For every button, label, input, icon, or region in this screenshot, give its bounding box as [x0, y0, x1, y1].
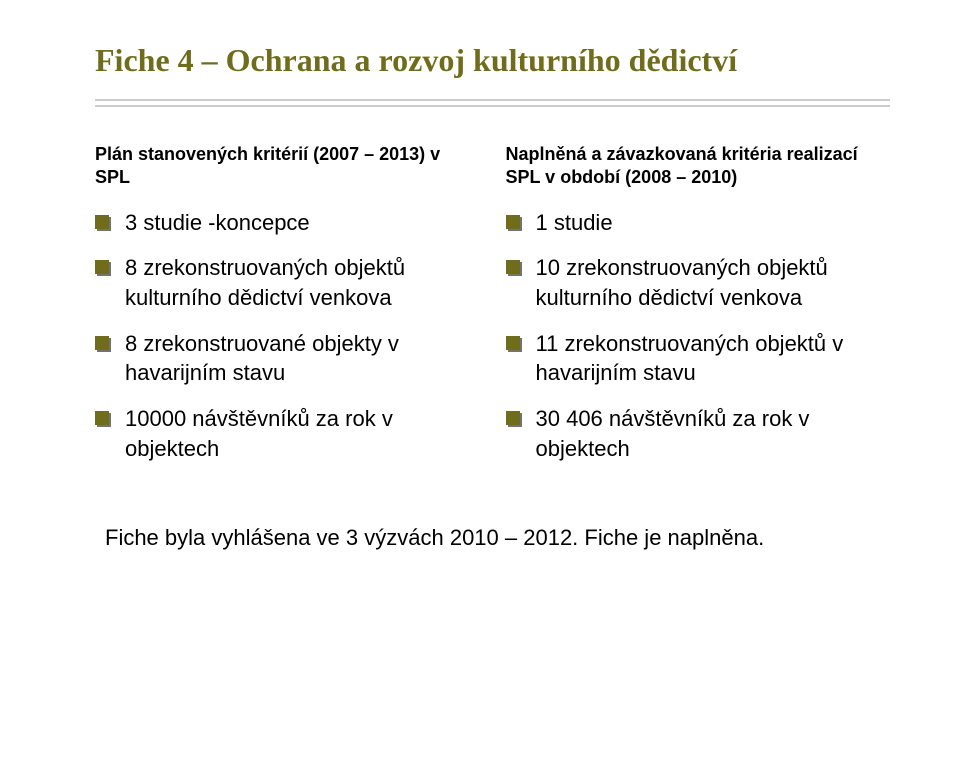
list-item: 8 zrekonstruované objekty v havarijním s…	[95, 329, 480, 388]
bullet-icon	[95, 411, 109, 425]
list-item: 11 zrekonstruovaných objektů v havarijní…	[506, 329, 891, 388]
footer-note: Fiche byla vyhlášena ve 3 výzvách 2010 –…	[95, 525, 890, 551]
list-item: 1 studie	[506, 208, 891, 238]
list-item: 10000 návštěvníků za rok v objektech	[95, 404, 480, 463]
bullet-icon	[506, 215, 520, 229]
list-item-text: 8 zrekonstruované objekty v havarijním s…	[125, 329, 480, 388]
slide: Fiche 4 – Ochrana a rozvoj kulturního dě…	[0, 0, 960, 771]
bullet-icon	[95, 215, 109, 229]
list-item-text: 3 studie -koncepce	[125, 208, 480, 238]
right-column: Naplněná a závazkovaná kritéria realizac…	[506, 143, 891, 480]
bullet-icon	[506, 411, 520, 425]
list-item: 8 zrekonstruovaných objektů kulturního d…	[95, 253, 480, 312]
list-item-text: 8 zrekonstruovaných objektů kulturního d…	[125, 253, 480, 312]
slide-title: Fiche 4 – Ochrana a rozvoj kulturního dě…	[95, 42, 890, 79]
left-column: Plán stanovených kritérií (2007 – 2013) …	[95, 143, 480, 480]
list-item-text: 1 studie	[536, 208, 891, 238]
right-heading: Naplněná a závazkovaná kritéria realizac…	[506, 143, 891, 190]
list-item-text: 10000 návštěvníků za rok v objektech	[125, 404, 480, 463]
bullet-icon	[95, 260, 109, 274]
list-item: 10 zrekonstruovaných objektů kulturního …	[506, 253, 891, 312]
list-item-text: 30 406 návštěvníků za rok v objektech	[536, 404, 891, 463]
bullet-icon	[95, 336, 109, 350]
title-rule	[95, 99, 890, 107]
bullet-icon	[506, 336, 520, 350]
bullet-icon	[506, 260, 520, 274]
left-list: 3 studie -koncepce 8 zrekonstruovaných o…	[95, 208, 480, 464]
list-item-text: 10 zrekonstruovaných objektů kulturního …	[536, 253, 891, 312]
right-list: 1 studie 10 zrekonstruovaných objektů ku…	[506, 208, 891, 464]
columns: Plán stanovených kritérií (2007 – 2013) …	[95, 143, 890, 480]
list-item: 3 studie -koncepce	[95, 208, 480, 238]
list-item: 30 406 návštěvníků za rok v objektech	[506, 404, 891, 463]
left-heading: Plán stanovených kritérií (2007 – 2013) …	[95, 143, 480, 190]
list-item-text: 11 zrekonstruovaných objektů v havarijní…	[536, 329, 891, 388]
